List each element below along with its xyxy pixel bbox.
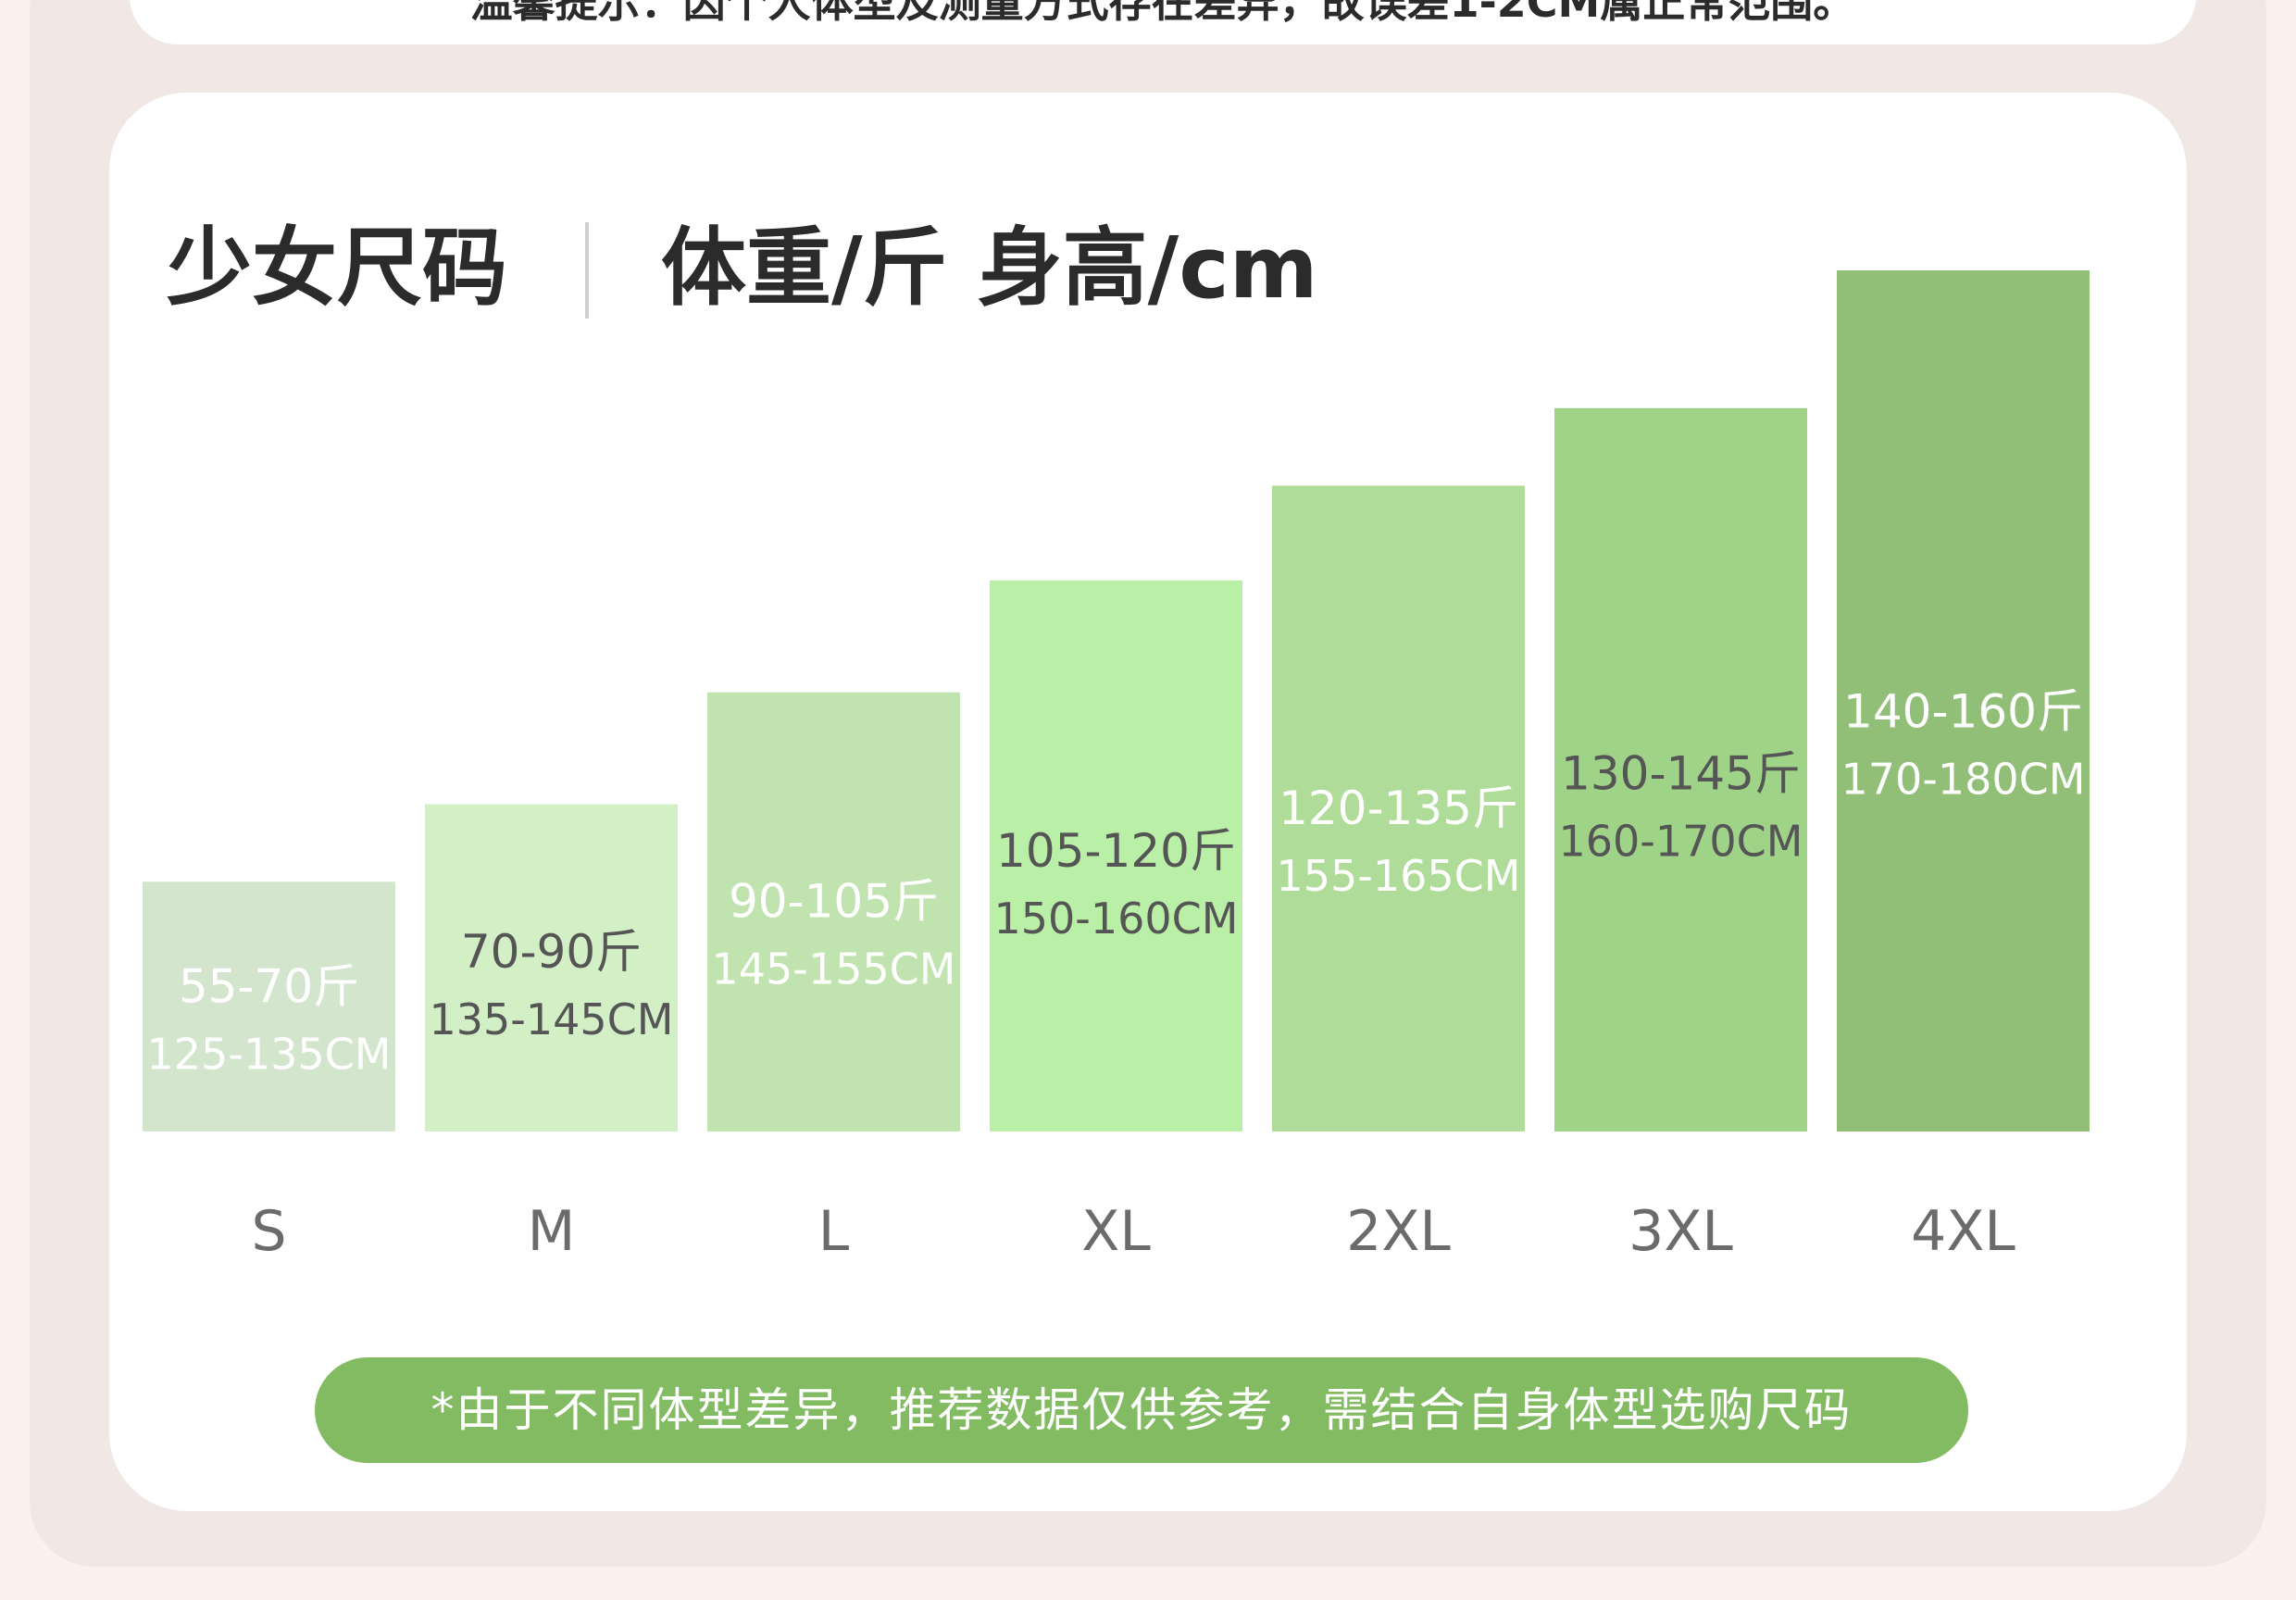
bar-height-label-s: 125-135CM	[146, 1030, 391, 1080]
size-label-l: L	[818, 1199, 850, 1264]
bar-weight-label-l: 90-105斤	[729, 875, 939, 929]
bar-height-label-m: 135-145CM	[429, 994, 673, 1044]
bar-weight-label-m: 70-90斤	[461, 925, 642, 979]
chart-title: 少女尺码	[167, 219, 508, 318]
recommendation-footnote: *由于不同体型差异，推荐数据仅供参考，需结合自身体型选购尺码	[315, 1357, 1968, 1463]
bar-s	[143, 881, 395, 1131]
bar-height-label-4xl: 170-180CM	[1841, 755, 2085, 805]
bar-4xl	[1837, 270, 2090, 1131]
notice-card: 温馨提示：因个人体型及测量方式存在差异，故误差1-2CM属正常范围。	[130, 0, 2196, 44]
bar-weight-label-3xl: 130-145斤	[1561, 746, 1801, 800]
bar-3xl	[1554, 407, 1807, 1131]
size-label-3xl: 3XL	[1628, 1199, 1733, 1264]
size-label-s: S	[251, 1199, 286, 1264]
size-label-2xl: 2XL	[1346, 1199, 1451, 1264]
size-label-m: M	[528, 1199, 576, 1264]
bar-m	[425, 804, 678, 1131]
bar-l	[707, 692, 960, 1131]
bar-height-label-2xl: 155-165CM	[1276, 851, 1520, 901]
notice-text: 温馨提示：因个人体型及测量方式存在差异，故误差1-2CM属正常范围。	[469, 0, 1856, 27]
size-label-xl: XL	[1081, 1199, 1151, 1264]
bar-weight-label-s: 55-70斤	[179, 960, 359, 1014]
bar-height-label-xl: 150-160CM	[993, 894, 1238, 944]
bar-height-label-l: 145-155CM	[711, 944, 955, 994]
chart-subtitle: 体重/斤 身高/cm	[661, 219, 1318, 318]
size-label-4xl: 4XL	[1911, 1199, 2015, 1264]
bar-weight-label-2xl: 120-135斤	[1279, 781, 1518, 835]
bar-weight-label-4xl: 140-160斤	[1843, 685, 2083, 739]
bar-xl	[990, 580, 1242, 1131]
title-divider	[585, 222, 589, 319]
bar-height-label-3xl: 160-170CM	[1558, 816, 1803, 866]
bar-2xl	[1272, 485, 1525, 1131]
bar-weight-label-xl: 105-120斤	[996, 824, 1236, 878]
